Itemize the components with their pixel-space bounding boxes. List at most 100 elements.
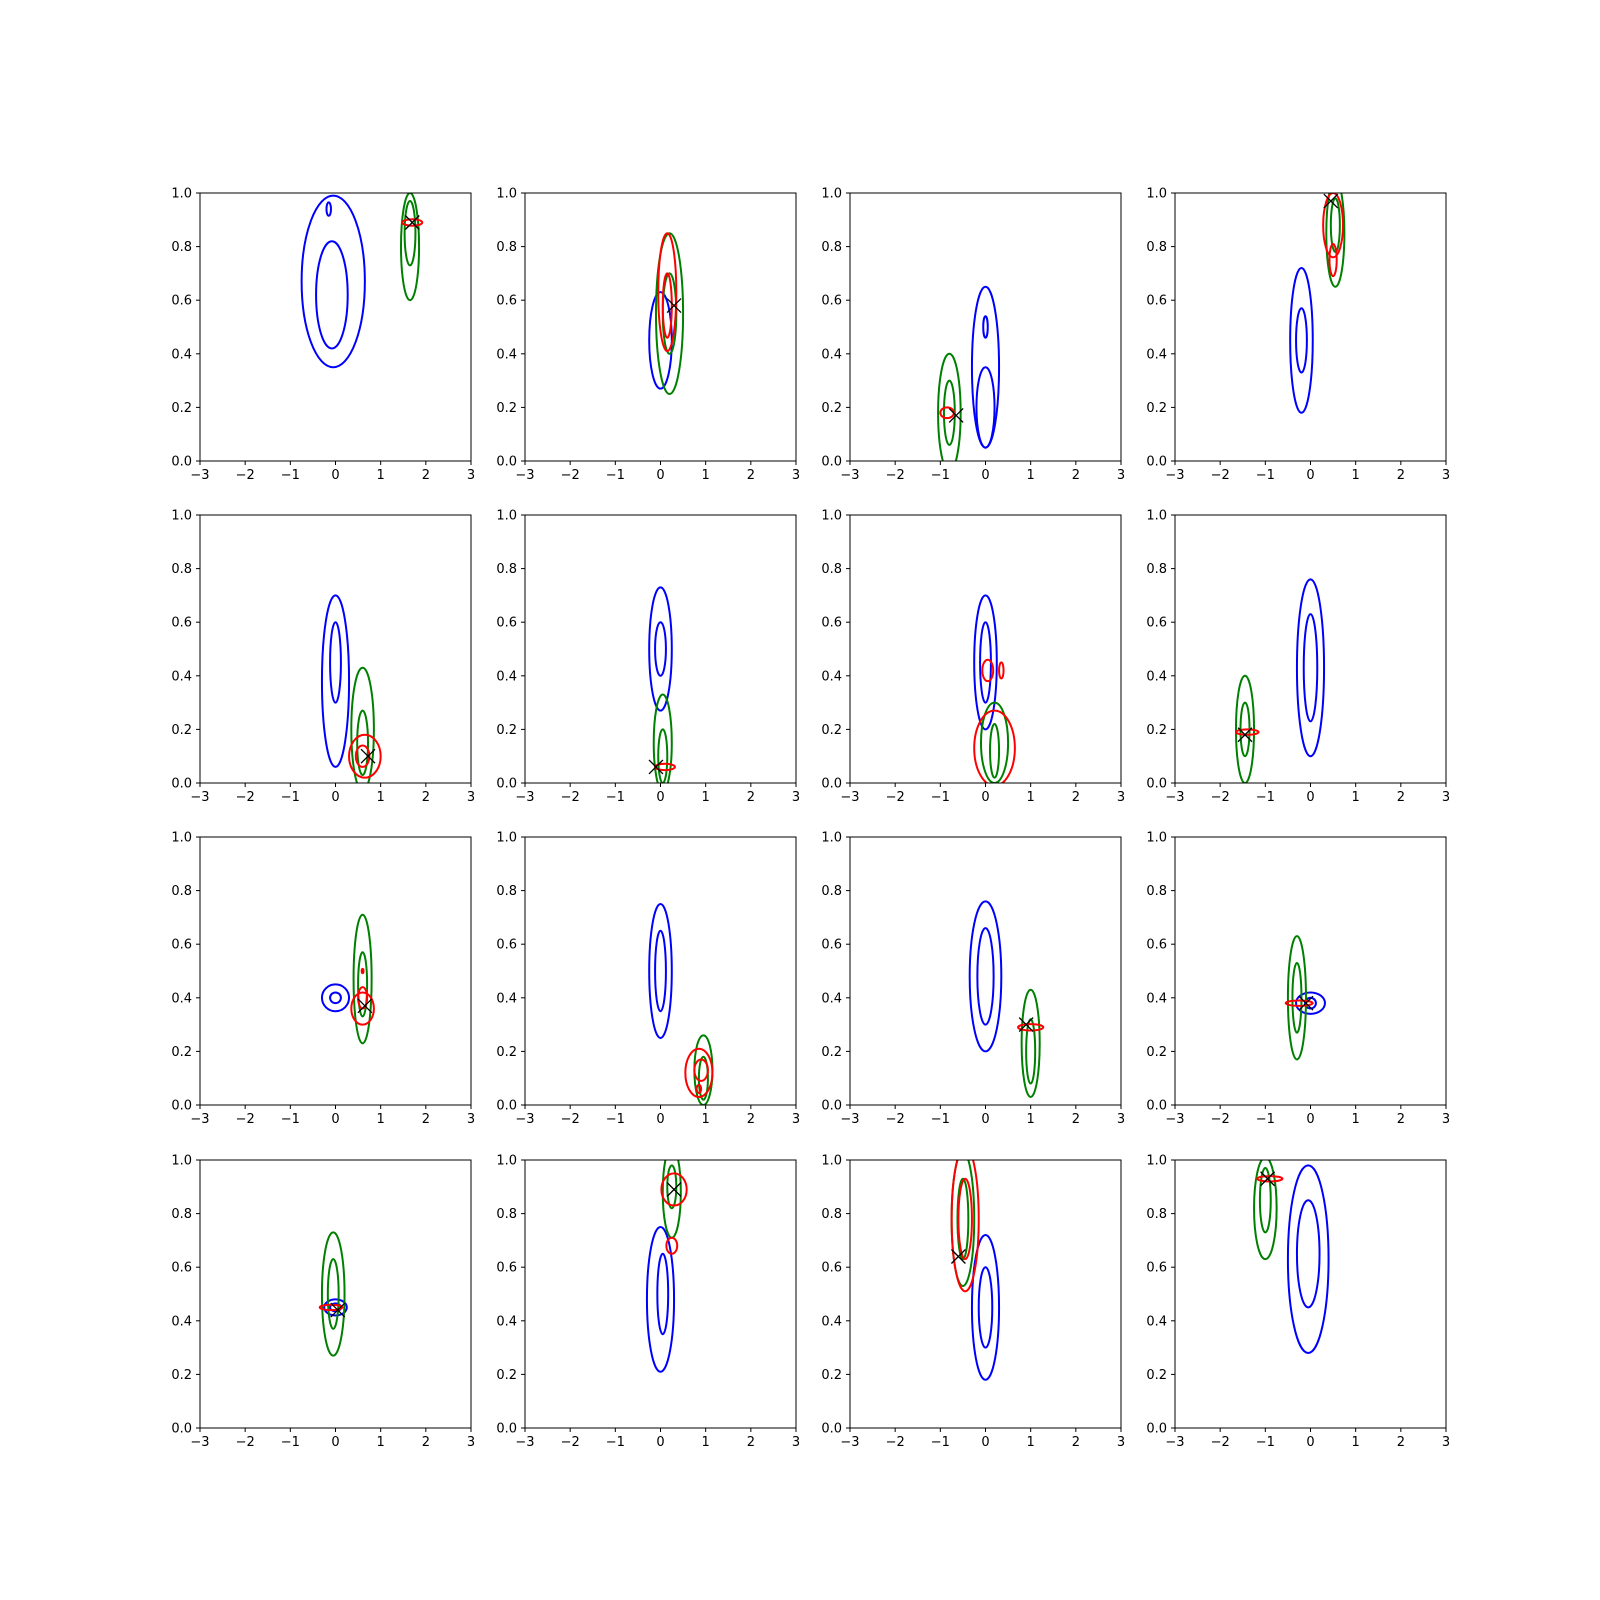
blue-contour-1 (320, 594, 351, 768)
red-contour-2 (693, 1058, 709, 1082)
x-tick-label: −2 (236, 790, 255, 805)
green-contour-1 (350, 666, 375, 783)
x-tick-label: −2 (1211, 790, 1230, 805)
blue-contour-1 (323, 1298, 348, 1317)
axes-frame (849, 836, 1122, 1106)
x-tick-label: −2 (1211, 1435, 1230, 1450)
subplot-12: −3 −2 −1 0 1 2 3 0.0 0.2 0.4 0.6 0.8 1.0 (1146, 831, 1450, 1128)
green-contour-1 (937, 352, 962, 461)
y-tick-label: 0.4 (171, 991, 192, 1006)
y-tick-label: 1.0 (1146, 831, 1167, 846)
y-tick-label: 0.0 (1146, 777, 1167, 792)
x-tick-label: 2 (1397, 790, 1405, 805)
blue-contour-1 (968, 900, 1003, 1053)
plot-area (300, 193, 424, 369)
x-marker (1237, 727, 1253, 743)
x-tick-label: 3 (467, 468, 475, 483)
y-tick-label: 0.2 (496, 1368, 517, 1383)
x-tick-label: −2 (886, 1112, 905, 1127)
y-tick-label: 0.2 (171, 1368, 192, 1383)
red-contour-1 (657, 232, 678, 353)
x-tick-label: −3 (840, 1435, 859, 1450)
blue-contour-1 (970, 1234, 1001, 1381)
y-tick-label: 0.2 (496, 401, 517, 416)
blue-contour-2 (654, 621, 667, 677)
green-contour-2 (1258, 1167, 1272, 1234)
x-tick-label: −1 (931, 790, 950, 805)
x-tick-label: 3 (1117, 468, 1125, 483)
x-tick-label: 2 (1072, 790, 1080, 805)
y-tick-label: 0.0 (496, 455, 517, 470)
axes-frame (1174, 514, 1447, 784)
axes-frame (849, 514, 1122, 784)
x-marker (666, 298, 682, 314)
axes-frame (849, 1159, 1122, 1429)
x-tick-label: −2 (561, 790, 580, 805)
blue-contour-1 (1295, 991, 1326, 1015)
axes-frame (1174, 836, 1447, 1106)
x-marker (404, 215, 420, 230)
green-contour-2 (989, 723, 1001, 779)
y-tick-label: 0.4 (1146, 991, 1167, 1006)
y-tick-label: 0.4 (496, 1314, 517, 1329)
y-tick-label: 0.2 (496, 723, 517, 738)
y-tick-label: 0.8 (1146, 562, 1167, 577)
y-tick-label: 0.8 (821, 240, 842, 255)
red-contour-1 (348, 733, 382, 779)
blue-contour-2 (1302, 613, 1319, 723)
y-tick-label: 0.4 (821, 1314, 842, 1329)
x-tick-label: 2 (1397, 1112, 1405, 1127)
y-tick-label: 0.8 (1146, 240, 1167, 255)
x-tick-label: 1 (1027, 1112, 1035, 1127)
x-tick-label: 3 (1117, 790, 1125, 805)
x-tick-label: −3 (190, 468, 209, 483)
x-tick-label: 1 (702, 790, 710, 805)
x-tick-label: 1 (1352, 790, 1360, 805)
y-tick-label: 0.8 (171, 1207, 192, 1222)
x-marker (950, 1249, 966, 1264)
red-contour-1 (401, 218, 424, 227)
plot-area (320, 594, 382, 783)
x-tick-label: 1 (377, 1112, 385, 1127)
green-contour-1 (399, 193, 421, 302)
x-tick-label: −3 (515, 468, 534, 483)
blue-contour-1 (1289, 267, 1314, 414)
y-tick-label: 0.4 (821, 669, 842, 684)
x-tick-label: 3 (1442, 790, 1450, 805)
y-tick-label: 0.0 (821, 1422, 842, 1437)
blue-contour-2 (977, 1266, 994, 1349)
y-tick-label: 1.0 (821, 831, 842, 846)
red-contour-1 (1017, 1023, 1045, 1032)
x-tick-label: 3 (1442, 1435, 1450, 1450)
subplot-1: −3 −2 −1 0 1 2 3 0.0 0.2 0.4 0.6 0.8 1.0 (171, 187, 475, 484)
x-tick-label: 2 (747, 468, 755, 483)
plot-area (1284, 935, 1326, 1061)
y-tick-label: 0.6 (496, 616, 517, 631)
subplot-4: −3 −2 −1 0 1 2 3 0.0 0.2 0.4 0.6 0.8 1.0 (1146, 187, 1450, 484)
y-tick-label: 0.4 (171, 1314, 192, 1329)
y-tick-label: 1.0 (171, 187, 192, 202)
x-tick-label: 1 (1352, 1435, 1360, 1450)
y-tick-label: 0.4 (496, 669, 517, 684)
x-tick-label: −3 (190, 790, 209, 805)
red-contour-3 (695, 1083, 703, 1094)
axes-frame (199, 192, 472, 462)
x-tick-label: −3 (515, 1435, 534, 1450)
x-tick-label: 1 (1027, 1435, 1035, 1450)
y-tick-label: 1.0 (821, 1154, 842, 1169)
y-tick-label: 0.8 (496, 240, 517, 255)
y-tick-label: 0.8 (496, 1207, 517, 1222)
y-tick-label: 0.2 (171, 401, 192, 416)
y-tick-label: 1.0 (171, 509, 192, 524)
y-tick-label: 0.6 (171, 938, 192, 953)
x-tick-label: 2 (1072, 1112, 1080, 1127)
y-tick-label: 0.0 (171, 777, 192, 792)
y-tick-label: 1.0 (496, 509, 517, 524)
y-tick-label: 1.0 (496, 831, 517, 846)
y-tick-label: 1.0 (171, 1154, 192, 1169)
x-tick-label: −3 (515, 1112, 534, 1127)
axes-frame (524, 836, 797, 1106)
y-tick-label: 0.2 (171, 723, 192, 738)
y-tick-label: 0.8 (1146, 884, 1167, 899)
y-tick-label: 0.4 (821, 991, 842, 1006)
